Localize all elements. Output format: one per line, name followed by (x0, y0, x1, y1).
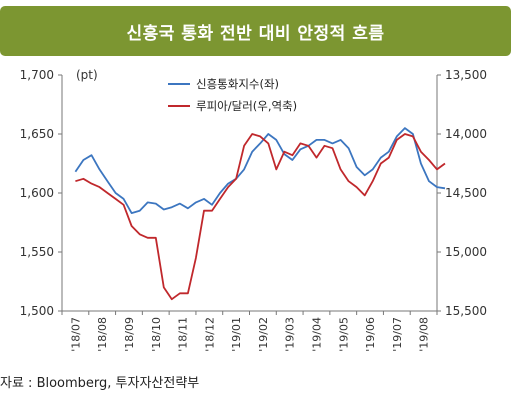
source-note: 자료 : Bloomberg, 투자자산전략부 (0, 376, 200, 391)
left-tick-label: 1,600 (20, 186, 54, 200)
legend-label-2: 루피아/달러(우,역축) (196, 99, 297, 113)
x-tick-label: '18/07 (69, 317, 82, 352)
left-tick-label: 1,500 (20, 304, 54, 318)
x-tick-label: '18/08 (96, 317, 109, 352)
right-tick-label: 14,000 (445, 127, 487, 141)
x-tick-label: '19/06 (364, 317, 377, 352)
line-chart: 1,700 1,650 1,600 1,550 1,500 13,500 14,000 14,… (20, 68, 487, 352)
axes: 1,700 1,650 1,600 1,550 1,500 13,500 14,000 14,… (20, 68, 487, 352)
left-tick-label: 1,550 (20, 245, 54, 259)
series-line-1 (74, 127, 446, 215)
x-tick-label: '19/08 (418, 317, 431, 352)
x-tick-label: '19/01 (230, 317, 243, 352)
x-tick-label: '19/04 (310, 317, 323, 352)
series-line-2 (75, 133, 446, 301)
right-tick-label: 15,500 (445, 304, 487, 318)
x-tick-label: '18/10 (150, 317, 163, 352)
chart-title: 신흥국 통화 전반 대비 안정적 흐름 (126, 23, 385, 44)
right-tick-label: 14,500 (445, 186, 487, 200)
x-tick-label: '19/02 (257, 317, 270, 352)
legend: 신흥통화지수(좌) 루피아/달러(우,역축) (168, 77, 297, 113)
x-tick-label: '18/09 (123, 317, 136, 352)
x-tick-label: '18/12 (203, 317, 216, 352)
series-lines (74, 127, 446, 301)
left-tick-label: 1,700 (20, 68, 54, 82)
right-tick-label: 13,500 (445, 68, 487, 82)
right-tick-label: 15,000 (445, 245, 487, 259)
x-tick-label: '18/11 (177, 317, 190, 352)
legend-label-1: 신흥통화지수(좌) (196, 77, 279, 91)
x-tick-label: '19/03 (284, 317, 297, 352)
x-tick-label: '19/05 (337, 317, 350, 352)
chart-title-bar: 신흥국 통화 전반 대비 안정적 흐름 (0, 6, 511, 56)
x-tick-label: '19/07 (391, 317, 404, 352)
left-tick-label: 1,650 (20, 127, 54, 141)
unit-label: (pt) (76, 68, 98, 82)
